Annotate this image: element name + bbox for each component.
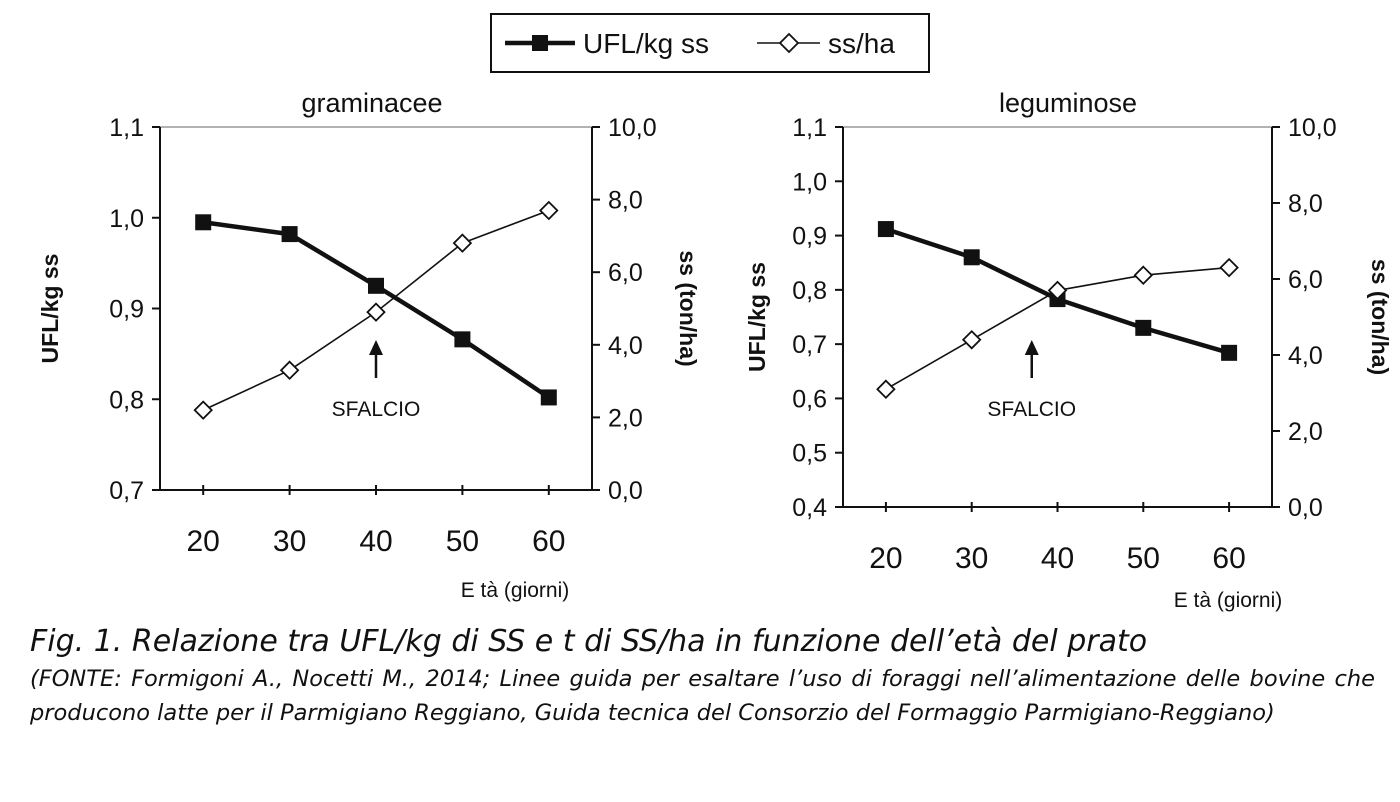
y-tick-label-right: 6,0 <box>1288 266 1323 294</box>
y-tick-label-right: 4,0 <box>608 332 643 360</box>
point-ufl <box>281 226 298 243</box>
y-tick-label-left: 0,8 <box>109 386 144 414</box>
y-tick-label-left: 0,8 <box>792 277 827 305</box>
point-ssha <box>366 302 386 322</box>
y-tick-label-right: 10,0 <box>1288 114 1337 142</box>
point-ssha <box>539 200 559 221</box>
legend-entry-ssha: ss/ha <box>757 28 895 59</box>
point-ufl <box>1135 319 1152 336</box>
figure-caption: Fig. 1. Relazione tra UFL/kg di SS e t d… <box>30 622 1375 730</box>
y-tick-label-right: 0,0 <box>608 477 643 505</box>
y-tick-label-left: 1,0 <box>109 205 144 233</box>
legend-label-ufl: UFL/kg ss <box>583 28 709 59</box>
point-ssha <box>452 233 473 253</box>
y-tick-label-right: 8,0 <box>608 187 643 215</box>
y-tick-label-right: 2,0 <box>608 404 643 432</box>
y-tick-label-left: 1,1 <box>792 114 827 142</box>
y-tick-label-left: 0,7 <box>109 477 144 505</box>
point-ssha <box>193 400 213 420</box>
x-tick-label: 30 <box>955 542 988 575</box>
point-ufl <box>368 277 384 294</box>
y-tick-label-right: 6,0 <box>608 259 643 287</box>
x-tick-label: 20 <box>869 542 902 575</box>
y-tick-label-left: 0,9 <box>792 223 827 251</box>
caption-main: Fig. 1. Relazione tra UFL/kg di SS e t d… <box>30 624 1148 659</box>
y-tick-label-right: 8,0 <box>1288 190 1323 218</box>
y-tick-label-left: 0,6 <box>792 385 827 413</box>
point-ufl <box>540 389 557 406</box>
point-ufl <box>877 221 894 238</box>
y-tick-label-left: 0,7 <box>792 331 827 359</box>
sfalcio-label: SFALCIO <box>987 398 1076 421</box>
legend: UFL/kg ss ss/ha <box>490 13 930 73</box>
chart-leguminose: leguminose 0,4 0,5 0,6 0,7 0,8 0,9 1,0 1,1 0,0 2,0… <box>744 88 1393 612</box>
y-tick-label-right: 4,0 <box>1288 342 1323 370</box>
y-tick-label-left: 0,4 <box>792 494 827 522</box>
point-ufl <box>454 331 471 348</box>
sfalcio-arrow-head <box>369 340 383 355</box>
legend-marker-ufl <box>532 35 548 51</box>
legend-marker-ssha <box>778 32 800 54</box>
x-tick-label: 50 <box>446 525 479 558</box>
x-tick-label: 60 <box>1212 542 1245 575</box>
x-tick-label: 50 <box>1127 542 1160 575</box>
y-tick-label-right: 0,0 <box>1288 494 1323 522</box>
point-ufl <box>195 214 212 231</box>
point-ssha <box>1219 257 1239 278</box>
y-axis-label-left: UFL/kg ss <box>744 262 770 372</box>
caption-source: (FONTE: Formigoni A., Nocetti M., 2014; … <box>30 666 1375 726</box>
y-axis-label-right: ss (ton/ha) <box>675 250 701 366</box>
y-axis-label-left: UFL/kg ss <box>37 254 63 364</box>
x-tick-label: 30 <box>273 525 306 558</box>
legend-label-ssha: ss/ha <box>828 28 895 59</box>
x-axis-label: E tà (giorni) <box>1174 589 1283 612</box>
y-axis-label-right: ss (ton/ha) <box>1367 259 1393 375</box>
chart-title: leguminose <box>999 88 1137 118</box>
legend-entry-ufl: UFL/kg ss <box>505 28 709 59</box>
point-ufl <box>963 249 980 266</box>
sfalcio-arrow-head <box>1024 340 1039 355</box>
point-ssha <box>961 330 982 350</box>
point-ssha <box>1133 265 1154 285</box>
point-ssha <box>1047 280 1068 301</box>
x-tick-label: 40 <box>359 525 392 558</box>
x-tick-label: 40 <box>1041 542 1074 575</box>
x-tick-label: 20 <box>187 525 220 558</box>
y-tick-label-left: 1,0 <box>792 168 827 196</box>
point-ssha <box>279 360 300 380</box>
chart-title: graminacee <box>301 88 442 118</box>
sfalcio-label: SFALCIO <box>332 398 421 421</box>
chart-graminacee: graminacee 0,7 0,8 0,9 1,0 1,1 0,0 2,0 4,0 6,0 8,0… <box>37 88 701 602</box>
x-tick-label: 60 <box>532 525 565 558</box>
y-tick-label-right: 2,0 <box>1288 418 1323 446</box>
x-axis-label: E tà (giorni) <box>461 579 570 602</box>
point-ssha <box>876 379 896 399</box>
y-tick-label-left: 0,5 <box>792 440 827 468</box>
y-tick-label-right: 10,0 <box>608 114 657 142</box>
y-tick-label-left: 0,9 <box>109 296 144 324</box>
point-ufl <box>1221 344 1238 361</box>
y-tick-label-left: 1,1 <box>109 114 144 142</box>
